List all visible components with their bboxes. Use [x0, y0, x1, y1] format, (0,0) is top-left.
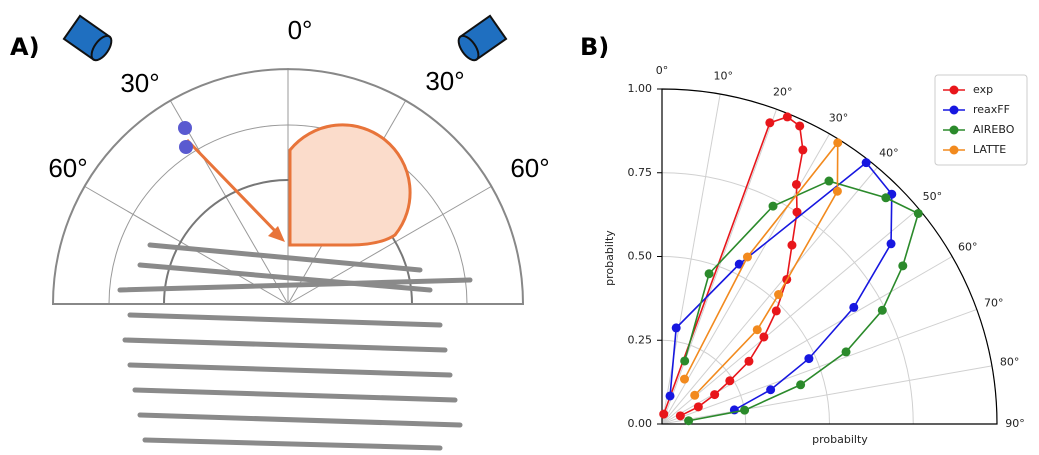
data-point: [744, 357, 753, 366]
y-axis-label: probabilty: [603, 230, 616, 286]
angle-label: 60°: [48, 153, 87, 183]
data-point: [690, 391, 699, 400]
data-point: [878, 306, 887, 315]
series-line: [664, 117, 803, 416]
angle-label: 60°: [510, 153, 549, 183]
figure: A) 0° 30°: [0, 0, 1039, 455]
graphene-stack: [120, 245, 470, 448]
theta-tick-label: 0°: [656, 64, 669, 77]
panel-label: A): [10, 33, 40, 61]
data-point: [759, 332, 768, 341]
detector-left: [64, 16, 115, 64]
panel-label: B): [580, 33, 609, 61]
data-point: [753, 325, 762, 334]
data-point: [833, 138, 842, 147]
data-point: [766, 385, 775, 394]
data-point: [672, 323, 681, 332]
theta-tick-label: 50°: [923, 190, 943, 203]
data-point: [680, 356, 689, 365]
r-tick-label: 0.75: [628, 166, 653, 179]
legend-marker: [950, 86, 959, 95]
data-point: [796, 380, 805, 389]
data-point: [783, 112, 792, 121]
data-point: [833, 187, 842, 196]
legend-label: AIREBO: [973, 123, 1015, 136]
legend-label: exp: [973, 83, 993, 96]
data-point: [725, 376, 734, 385]
theta-tick-label: 60°: [958, 241, 978, 254]
panel-a: A) 0° 30°: [10, 15, 550, 448]
data-point: [914, 209, 923, 218]
data-point: [774, 290, 783, 299]
data-point: [804, 354, 813, 363]
angle-label: 30°: [425, 66, 464, 96]
angle-label: 30°: [120, 68, 159, 98]
legend-marker: [950, 126, 959, 135]
series-line: [670, 163, 892, 410]
r-tick-label: 0.00: [628, 417, 653, 430]
theta-tick-label: 20°: [773, 85, 793, 98]
legend-label: reaxFF: [973, 103, 1010, 116]
data-point: [898, 261, 907, 270]
atom: [179, 140, 193, 154]
data-point: [824, 177, 833, 186]
theta-tick-label: 90°: [1005, 417, 1025, 430]
data-point: [710, 390, 719, 399]
data-point: [676, 411, 685, 420]
theta-tick-label: 30°: [829, 111, 849, 124]
series-line: [684, 143, 837, 396]
angle-label: 0°: [288, 15, 313, 45]
grid-line: [662, 309, 977, 424]
trajectory-arrow: [187, 140, 280, 236]
data-point: [792, 180, 801, 189]
data-point: [765, 118, 774, 127]
x-axis-label: probabilty: [812, 433, 868, 446]
data-point: [666, 391, 675, 400]
data-point: [680, 375, 689, 384]
data-point: [694, 402, 703, 411]
data-point: [659, 410, 668, 419]
data-point: [705, 269, 714, 278]
r-tick-label: 0.25: [628, 333, 653, 346]
data-point: [849, 303, 858, 312]
r-tick-label: 0.50: [628, 250, 653, 263]
legend-marker: [950, 106, 959, 115]
gauge-grid: [84, 68, 492, 304]
legend-label: LATTE: [973, 143, 1006, 156]
data-point: [740, 406, 749, 415]
atom: [178, 121, 192, 135]
detector-right: [455, 16, 506, 64]
data-point: [787, 241, 796, 250]
theta-tick-label: 10°: [714, 69, 734, 82]
data-point: [862, 158, 871, 167]
theta-tick-label: 80°: [1000, 356, 1020, 369]
theta-tick-label: 70°: [984, 296, 1004, 309]
data-point: [684, 416, 693, 425]
data-point: [881, 193, 890, 202]
data-point: [842, 347, 851, 356]
data-point: [887, 239, 896, 248]
data-point: [743, 252, 752, 261]
distribution-lobe: [290, 125, 410, 245]
data-point: [769, 202, 778, 211]
theta-tick-label: 40°: [879, 147, 899, 160]
grid-line: [662, 109, 777, 424]
legend-marker: [950, 146, 959, 155]
data-point: [798, 145, 807, 154]
r-tick-label: 1.00: [628, 82, 653, 95]
data-point: [772, 306, 781, 315]
data-point: [795, 121, 804, 130]
